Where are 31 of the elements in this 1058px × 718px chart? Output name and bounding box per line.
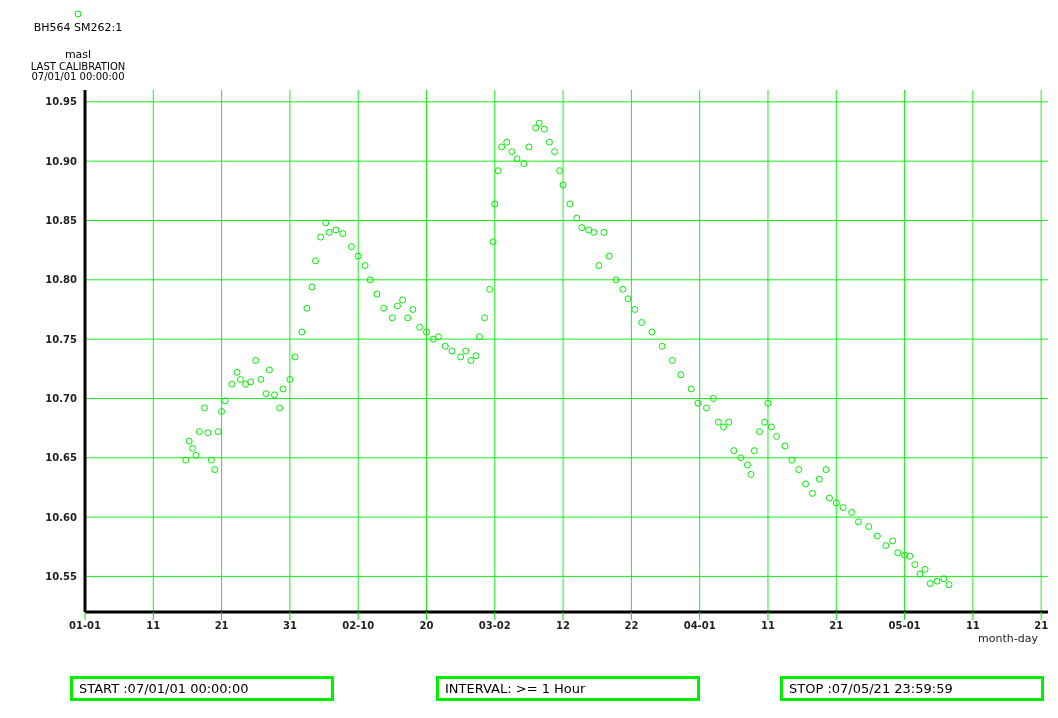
y-tick-label: 10.65: [45, 452, 78, 464]
y-tick-label: 10.55: [45, 570, 78, 582]
x-tick-label: 02-10: [342, 620, 375, 632]
x-tick-label: 11: [965, 620, 980, 632]
x-tick-label: 01-01: [69, 620, 102, 632]
y-tick-label: 10.80: [45, 274, 78, 286]
x-tick-label: 31: [282, 620, 297, 632]
legend-label: BH564 SM262:1: [32, 21, 124, 34]
y-axis-title: masl: [63, 48, 93, 61]
x-tick-label: 11: [761, 620, 775, 632]
x-tick-label: 22: [624, 620, 639, 632]
x-tick-label: 21: [829, 620, 844, 632]
y-tick-label: 10.70: [45, 393, 78, 404]
y-tick-label: 10.75: [45, 333, 78, 345]
y-tick-label: 10.85: [45, 215, 78, 227]
x-tick-label: 05-01: [888, 620, 921, 632]
text: START :07/01/01 00:00:00: [70, 676, 334, 701]
y-tick-label: 10.60: [45, 511, 78, 523]
x-tick-label: 11: [146, 620, 161, 632]
x-tick-label: 21: [1034, 620, 1049, 632]
x-tick-label: 20: [419, 620, 434, 632]
x-axis-title: month-day: [978, 632, 1039, 645]
text: INTERVAL: >= 1 Hour: [436, 676, 700, 701]
text: STOP :07/05/21 23:59:59: [780, 676, 1044, 701]
x-tick-label: 03-02: [478, 620, 511, 632]
x-tick-label: 12: [556, 620, 571, 632]
x-tick-label: 21: [214, 620, 229, 632]
text: LAST CALIBRATION 07/01/01 00:00:00: [29, 61, 127, 82]
x-tick-label: 04-01: [683, 620, 716, 632]
y-tick-label: 10.95: [45, 96, 78, 108]
y-tick-label: 10.90: [45, 155, 78, 167]
